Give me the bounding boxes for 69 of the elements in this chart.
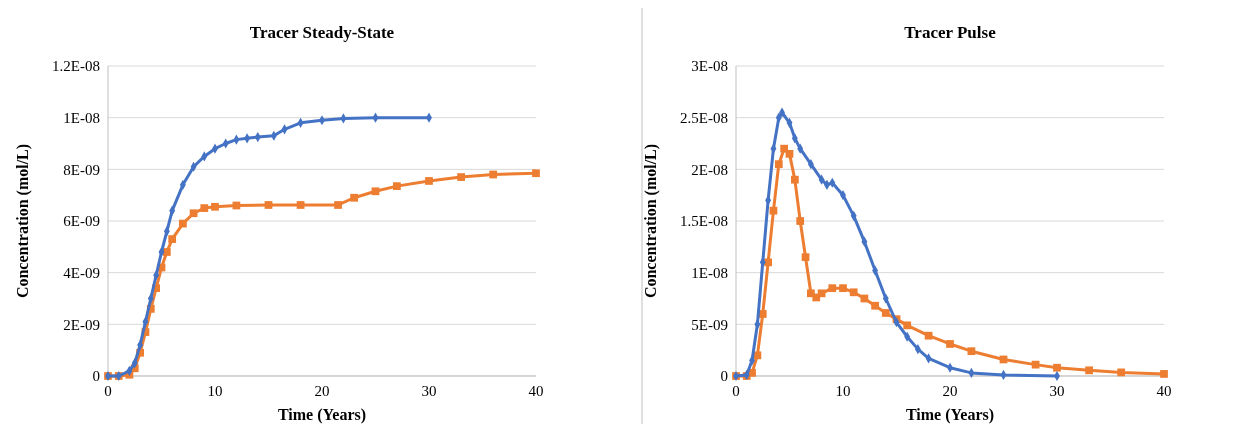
x-tick-label: 30	[421, 383, 437, 399]
point	[200, 204, 209, 212]
point	[211, 202, 219, 211]
point	[801, 253, 810, 262]
y-axis-title: Concentration (mol/L)	[14, 143, 32, 299]
point	[774, 160, 783, 169]
point	[1160, 370, 1168, 378]
point	[946, 340, 954, 348]
x-tick-label: 10	[835, 383, 851, 399]
point	[457, 173, 465, 181]
point	[817, 289, 826, 298]
y-tick-label: 1E-08	[63, 109, 100, 126]
point	[839, 284, 847, 293]
point	[780, 144, 789, 153]
x-tick-label: 0	[104, 383, 112, 399]
point	[903, 321, 912, 330]
point	[189, 209, 198, 218]
point	[790, 175, 799, 184]
point	[334, 201, 342, 209]
y-tick-label: 2E-09	[63, 316, 100, 333]
y-tick-label: 1.2E-08	[52, 58, 100, 75]
point	[871, 301, 879, 310]
point	[849, 288, 858, 297]
y-tick-label: 4E-09	[63, 264, 100, 281]
point	[1031, 360, 1040, 369]
point	[532, 169, 540, 178]
point	[296, 201, 305, 209]
point	[425, 177, 433, 185]
point	[769, 206, 778, 215]
point	[785, 149, 794, 158]
y-tick-label: 2E-08	[691, 161, 728, 178]
point	[162, 248, 171, 256]
y-tick-label: 0	[92, 368, 100, 385]
point	[371, 187, 380, 196]
point	[1117, 368, 1126, 377]
x-tick-label: 30	[1049, 383, 1065, 399]
y-tick-label: 2.5E-08	[680, 109, 728, 126]
point	[1085, 366, 1093, 375]
y-tick-label: 1E-08	[691, 264, 728, 281]
point	[168, 235, 177, 243]
point	[1053, 363, 1061, 372]
x-tick-label: 10	[207, 383, 223, 399]
x-tick-label: 20	[314, 383, 330, 399]
x-tick-label: 20	[942, 383, 958, 399]
x-axis-title: Time (Years)	[277, 406, 367, 424]
y-tick-label: 5E-09	[691, 316, 728, 333]
point	[796, 217, 805, 225]
x-tick-label: 40	[1156, 383, 1172, 399]
y-tick-label: 3E-08	[691, 58, 728, 75]
y-axis-title: Concentration (mol/L)	[642, 143, 660, 299]
chart-title: Tracer Steady-State	[249, 23, 395, 42]
y-tick-label: 0	[720, 368, 728, 385]
x-tick-label: 0	[732, 383, 740, 399]
point	[179, 219, 187, 228]
point	[764, 258, 772, 267]
point	[264, 201, 273, 209]
x-axis-title: Time (Years)	[905, 406, 995, 424]
point	[350, 193, 358, 202]
point	[924, 331, 933, 340]
chart-title: Tracer Pulse	[904, 23, 997, 42]
point	[967, 347, 976, 356]
x-tick-label: 40	[528, 383, 544, 399]
point	[828, 284, 837, 293]
point	[881, 309, 890, 317]
point	[393, 182, 401, 190]
point	[489, 170, 498, 179]
y-tick-label: 1.5E-08	[680, 213, 728, 230]
y-tick-label: 8E-09	[63, 161, 100, 178]
y-tick-label: 6E-09	[63, 213, 100, 230]
